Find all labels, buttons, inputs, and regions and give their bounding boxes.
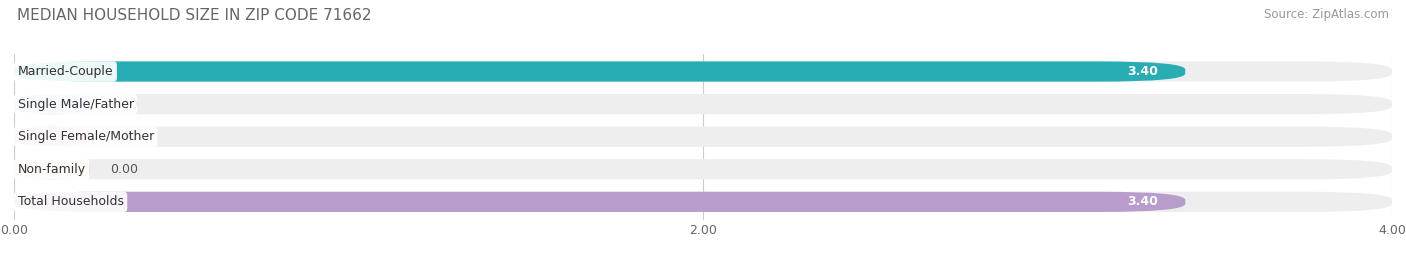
FancyBboxPatch shape [14, 126, 90, 147]
FancyBboxPatch shape [14, 159, 90, 179]
Text: MEDIAN HOUSEHOLD SIZE IN ZIP CODE 71662: MEDIAN HOUSEHOLD SIZE IN ZIP CODE 71662 [17, 8, 371, 23]
Text: 0.00: 0.00 [111, 130, 139, 143]
FancyBboxPatch shape [14, 61, 1392, 82]
Text: 0.00: 0.00 [111, 163, 139, 176]
Text: 0.00: 0.00 [111, 98, 139, 111]
Text: Source: ZipAtlas.com: Source: ZipAtlas.com [1264, 8, 1389, 21]
FancyBboxPatch shape [14, 192, 1392, 212]
Text: Total Households: Total Households [17, 195, 124, 208]
FancyBboxPatch shape [14, 126, 1392, 147]
Text: Single Male/Father: Single Male/Father [17, 98, 134, 111]
Text: Married-Couple: Married-Couple [17, 65, 112, 78]
FancyBboxPatch shape [14, 94, 90, 114]
FancyBboxPatch shape [14, 159, 1392, 179]
Text: Single Female/Mother: Single Female/Mother [17, 130, 153, 143]
FancyBboxPatch shape [14, 192, 1185, 212]
Text: Non-family: Non-family [17, 163, 86, 176]
Text: 3.40: 3.40 [1126, 65, 1157, 78]
Text: 3.40: 3.40 [1126, 195, 1157, 208]
FancyBboxPatch shape [14, 94, 1392, 114]
FancyBboxPatch shape [14, 61, 1185, 82]
